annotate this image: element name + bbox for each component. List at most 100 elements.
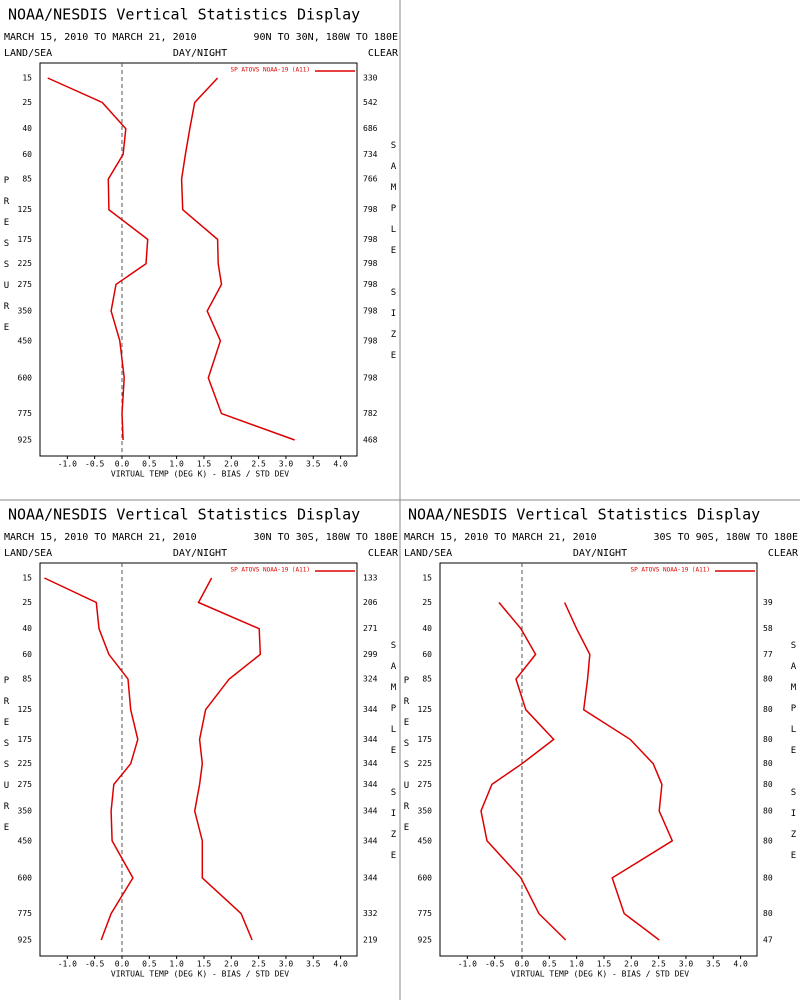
sample-size: 206 [363, 598, 378, 607]
sample-size: 219 [363, 936, 378, 945]
sample-size: 77 [763, 650, 773, 659]
sample-size: 344 [363, 836, 378, 845]
sample-size: 80 [763, 806, 773, 815]
y-tick-label: 25 [422, 598, 432, 607]
sample-size: 133 [363, 574, 378, 583]
x-tick-label: 3.5 [706, 960, 721, 969]
sample-size: 330 [363, 74, 378, 83]
y-tick-label: 175 [18, 735, 33, 744]
sample-size: 542 [363, 98, 378, 107]
profile-line [44, 577, 139, 941]
legend-label: SP ATOVS NOAA-19 (A11) [231, 67, 310, 74]
x-tick-label: 2.0 [224, 960, 239, 969]
sample-size: 47 [763, 936, 773, 945]
y-tick-label: 925 [18, 936, 33, 945]
y-tick-label: 450 [18, 836, 33, 845]
sky: CLEAR [368, 48, 399, 59]
x-axis-label: VIRTUAL TEMP (DEG K) - BIAS / STD DEV [111, 470, 289, 479]
sample-size: 344 [363, 873, 378, 882]
y-tick-label: 85 [422, 675, 432, 684]
y-tick-label: 15 [422, 574, 432, 583]
y-tick-label: 450 [418, 836, 433, 845]
y-tick-label: 350 [18, 806, 33, 815]
sample-size: 686 [363, 124, 378, 133]
y-tick-label: 125 [18, 705, 33, 714]
legend-label: SP ATOVS NOAA-19 (A11) [231, 567, 310, 574]
day-night: DAY/NIGHT [173, 48, 227, 59]
y-tick-label: 40 [22, 124, 32, 133]
sample-size: 80 [763, 735, 773, 744]
y-tick-label: 600 [18, 373, 33, 382]
sample-size: 80 [763, 759, 773, 768]
y-tick-label: 85 [22, 175, 32, 184]
y-tick-label: 275 [18, 280, 33, 289]
date-range: MARCH 15, 2010 TO MARCH 21, 2010 [4, 32, 197, 43]
sample-size: 344 [363, 705, 378, 714]
panel: NOAA/NESDIS Vertical Statistics Display M… [2, 6, 399, 479]
y-tick-label: 350 [418, 806, 433, 815]
y-tick-label: 775 [18, 909, 33, 918]
x-tick-label: -0.5 [85, 960, 104, 969]
y-tick-label: 600 [418, 873, 433, 882]
y-tick-label: 225 [18, 259, 33, 268]
x-axis-label: VIRTUAL TEMP (DEG K) - BIAS / STD DEV [511, 970, 689, 979]
y-tick-label: 85 [22, 675, 32, 684]
x-tick-label: 0.0 [515, 960, 530, 969]
sample-size: 798 [363, 205, 378, 214]
date-range: MARCH 15, 2010 TO MARCH 21, 2010 [4, 532, 197, 543]
date-range: MARCH 15, 2010 TO MARCH 21, 2010 [404, 532, 597, 543]
x-tick-label: 2.5 [651, 960, 666, 969]
x-tick-label: 4.0 [733, 960, 748, 969]
x-tick-label: 4.0 [333, 960, 348, 969]
y-tick-label: 175 [18, 235, 33, 244]
profile-line [180, 77, 295, 441]
sample-size: 344 [363, 759, 378, 768]
x-tick-label: 3.0 [279, 960, 294, 969]
sample-size: 798 [363, 373, 378, 382]
sample-size: 468 [363, 436, 378, 445]
x-tick-label: -0.5 [485, 960, 504, 969]
panel: NOAA/NESDIS Vertical Statistics Display M… [2, 506, 399, 979]
sample-size: 80 [763, 836, 773, 845]
profile-line [480, 602, 567, 941]
x-tick-label: 1.5 [197, 460, 212, 469]
x-tick-label: -1.0 [458, 960, 477, 969]
plot-frame [39, 562, 358, 957]
sample-size: 798 [363, 336, 378, 345]
x-tick-label: 1.5 [197, 960, 212, 969]
y2-axis-label: SAMPLE SIZE [789, 641, 799, 872]
y-tick-label: 60 [22, 150, 32, 159]
y-tick-label: 775 [418, 909, 433, 918]
x-tick-label: -0.5 [85, 460, 104, 469]
sample-size: 332 [363, 909, 378, 918]
x-tick-label: 0.5 [142, 960, 157, 969]
sample-size: 766 [363, 175, 378, 184]
x-tick-label: -1.0 [58, 460, 77, 469]
x-tick-label: 2.0 [624, 960, 639, 969]
land-sea: LAND/SEA [4, 548, 52, 559]
day-night: DAY/NIGHT [173, 548, 227, 559]
y-tick-label: 775 [18, 409, 33, 418]
sample-size: 344 [363, 735, 378, 744]
region: 30S TO 90S, 180W TO 180E [654, 532, 799, 543]
profile-line [47, 77, 149, 441]
sample-size: 80 [763, 675, 773, 684]
region: 90N TO 30N, 180W TO 180E [254, 32, 399, 43]
y-tick-label: 60 [22, 650, 32, 659]
panel-title: NOAA/NESDIS Vertical Statistics Display [8, 506, 360, 524]
sample-size: 798 [363, 280, 378, 289]
sample-size: 324 [363, 675, 378, 684]
sample-size: 80 [763, 780, 773, 789]
x-tick-label: 3.0 [679, 960, 694, 969]
legend-label: SP ATOVS NOAA-19 (A11) [631, 567, 710, 574]
y-tick-label: 275 [18, 780, 33, 789]
sky: CLEAR [768, 548, 799, 559]
sample-size: 80 [763, 909, 773, 918]
profile-line [563, 602, 674, 941]
land-sea: LAND/SEA [4, 48, 52, 59]
y-tick-label: 25 [22, 98, 32, 107]
y-tick-label: 350 [18, 306, 33, 315]
y-tick-label: 225 [418, 759, 433, 768]
land-sea: LAND/SEA [404, 548, 452, 559]
x-tick-label: 1.0 [169, 460, 184, 469]
